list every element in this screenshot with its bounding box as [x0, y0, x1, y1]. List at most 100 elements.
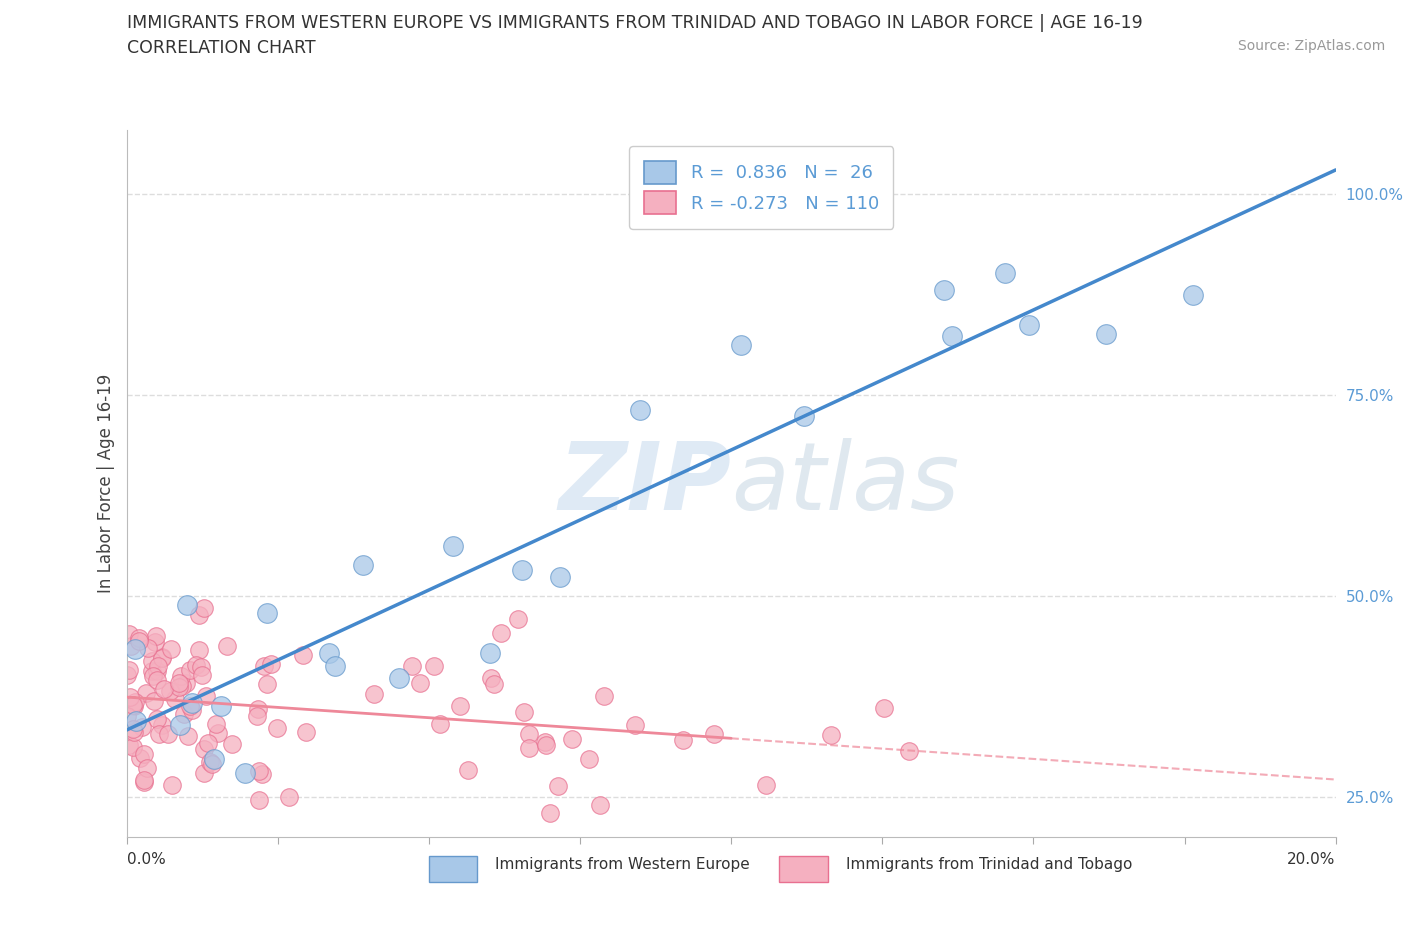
Point	[250, 766, 273, 781]
Point	[517, 740, 540, 755]
Point	[131, 720, 153, 735]
Point	[479, 671, 502, 685]
Point	[145, 672, 167, 687]
Y-axis label: In Labor Force | Age 16-19: In Labor Force | Age 16-19	[97, 374, 115, 593]
Point	[115, 708, 138, 723]
Point	[134, 775, 156, 790]
Point	[180, 696, 202, 711]
Text: Immigrants from Trinidad and Tobago: Immigrants from Trinidad and Tobago	[846, 857, 1132, 872]
Point	[1094, 326, 1116, 341]
Point	[489, 626, 512, 641]
Point	[624, 718, 647, 733]
Point	[256, 676, 278, 691]
Point	[253, 658, 276, 673]
Point	[135, 761, 157, 776]
Point	[194, 688, 217, 703]
Point	[352, 557, 374, 572]
Point	[512, 563, 534, 578]
Point	[141, 663, 163, 678]
Point	[167, 675, 190, 690]
Point	[176, 598, 198, 613]
Point	[190, 659, 212, 674]
Text: IMMIGRANTS FROM WESTERN EUROPE VS IMMIGRANTS FROM TRINIDAD AND TOBAGO IN LABOR F: IMMIGRANTS FROM WESTERN EUROPE VS IMMIGR…	[127, 14, 1142, 32]
Point	[994, 266, 1017, 281]
Point	[128, 631, 150, 645]
Point	[117, 662, 139, 677]
Point	[538, 805, 561, 820]
Point	[198, 754, 221, 769]
Text: 20.0%: 20.0%	[1288, 852, 1336, 867]
Point	[146, 659, 169, 674]
Point	[193, 742, 215, 757]
Point	[118, 627, 141, 642]
Point	[1181, 288, 1204, 303]
Point	[188, 643, 211, 658]
Point	[266, 720, 288, 735]
Point	[207, 725, 229, 740]
Point	[132, 773, 155, 788]
Text: CORRELATION CHART: CORRELATION CHART	[127, 39, 315, 57]
Point	[548, 570, 571, 585]
Point	[160, 777, 183, 792]
Legend: R =  0.836   N =  26, R = -0.273   N = 110: R = 0.836 N = 26, R = -0.273 N = 110	[630, 146, 893, 229]
Point	[165, 692, 187, 707]
Point	[277, 790, 299, 804]
Point	[247, 702, 270, 717]
Point	[145, 629, 167, 644]
Point	[115, 668, 138, 683]
Point	[153, 682, 176, 697]
Point	[457, 763, 479, 777]
Point	[561, 732, 583, 747]
Point	[134, 746, 156, 761]
Point	[506, 612, 529, 627]
Point	[755, 777, 778, 792]
Point	[513, 704, 536, 719]
Point	[873, 700, 896, 715]
Point	[146, 663, 169, 678]
Point	[482, 676, 505, 691]
Point	[429, 716, 451, 731]
Point	[202, 752, 225, 767]
Point	[122, 739, 145, 754]
Text: 0.0%: 0.0%	[127, 852, 166, 867]
Point	[703, 726, 725, 741]
Point	[197, 736, 219, 751]
Text: atlas: atlas	[731, 438, 959, 529]
Point	[193, 601, 215, 616]
Point	[318, 646, 340, 661]
Point	[122, 722, 145, 737]
Point	[479, 645, 502, 660]
Point	[125, 713, 148, 728]
Point	[246, 708, 269, 723]
Point	[387, 671, 409, 686]
Point	[120, 639, 142, 654]
Text: Source: ZipAtlas.com: Source: ZipAtlas.com	[1237, 39, 1385, 53]
Point	[233, 765, 256, 780]
Point	[1018, 318, 1040, 333]
Point	[141, 653, 163, 668]
Point	[159, 684, 181, 698]
Point	[148, 727, 170, 742]
Point	[932, 283, 955, 298]
Point	[176, 675, 198, 690]
Point	[820, 727, 842, 742]
Point	[124, 642, 146, 657]
Point	[547, 778, 569, 793]
Point	[118, 690, 141, 705]
Point	[897, 743, 920, 758]
Point	[592, 688, 614, 703]
Point	[941, 328, 963, 343]
Point	[201, 757, 224, 772]
Point	[191, 667, 214, 682]
Point	[152, 717, 174, 732]
Point	[441, 539, 464, 554]
Point	[247, 792, 270, 807]
Point	[589, 798, 612, 813]
Point	[179, 662, 201, 677]
Point	[193, 765, 215, 780]
Point	[628, 403, 651, 418]
Point	[173, 706, 195, 721]
Point	[122, 698, 145, 712]
Point	[134, 685, 156, 700]
Point	[259, 657, 281, 671]
